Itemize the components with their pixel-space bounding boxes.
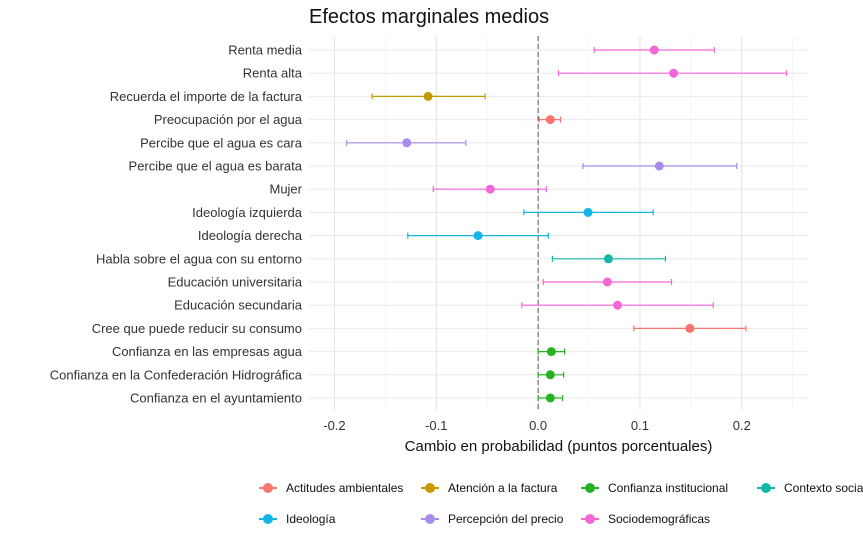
y-axis-label: Ideología derecha xyxy=(198,228,303,243)
x-tick-label: 0.0 xyxy=(529,418,547,433)
y-axis-label: Recuerda el importe de la factura xyxy=(110,89,303,104)
point-estimate xyxy=(613,300,623,310)
y-axis-label: Ideología izquierda xyxy=(192,205,303,220)
x-tick-label: -0.2 xyxy=(323,418,345,433)
legend-item: Sociodemográficas xyxy=(580,509,710,529)
legend-label: Confianza institucional xyxy=(608,481,729,495)
legend-key-icon xyxy=(258,481,278,495)
point-estimate xyxy=(669,68,679,78)
forest-plot: Renta media Renta alta Recuerda el importe… xyxy=(50,36,808,455)
point-estimate xyxy=(423,91,433,101)
y-axis-label: Educación secundaria xyxy=(174,298,303,313)
legend-key-icon xyxy=(580,481,600,495)
point-estimate xyxy=(545,393,555,403)
legend-key-icon xyxy=(420,512,440,526)
y-axis-label: Cree que puede reducir su consumo xyxy=(92,321,302,336)
point-estimate xyxy=(485,184,495,194)
legend-key-icon xyxy=(258,512,278,526)
y-axis-label: Percibe que el agua es barata xyxy=(129,159,303,174)
y-axis-label: Educación universitaria xyxy=(168,275,303,290)
y-axis-label: Confianza en el ayuntamiento xyxy=(130,391,302,406)
legend-item: Confianza institucional xyxy=(580,478,728,498)
legend-label: Sociodemográficas xyxy=(608,512,711,526)
y-axis-label: Preocupación por el agua xyxy=(154,112,303,127)
legend-label: Contexto social xyxy=(784,481,863,495)
legend-label: Atención a la factura xyxy=(448,481,558,495)
y-axis-label: Confianza en la Confederación Hidrográfi… xyxy=(50,367,303,382)
point-estimate xyxy=(545,115,555,125)
y-axis-label: Percibe que el agua es cara xyxy=(140,135,303,150)
legend-key-icon xyxy=(420,481,440,495)
y-axis-label: Confianza en las empresas agua xyxy=(112,344,303,359)
legend-item: Percepción del precio xyxy=(420,509,563,529)
legend-item: Ideología xyxy=(258,509,335,529)
legend-item: Atención a la factura xyxy=(420,478,557,498)
legend-label: Ideología xyxy=(286,512,336,526)
legend-item: Contexto social xyxy=(756,478,863,498)
y-axis-label: Renta alta xyxy=(243,66,303,81)
x-tick-label: 0.1 xyxy=(631,418,649,433)
point-estimate xyxy=(545,370,555,380)
legend-key-icon xyxy=(756,481,776,495)
point-estimate xyxy=(654,161,664,171)
point-estimate xyxy=(603,254,613,264)
point-estimate xyxy=(402,138,412,148)
x-tick-label: 0.2 xyxy=(733,418,751,433)
y-axis-label: Habla sobre el agua con su entorno xyxy=(96,251,302,266)
x-axis-title: Cambio en probabilidad (puntos porcentua… xyxy=(405,438,713,455)
legend-label: Actitudes ambientales xyxy=(286,481,404,495)
point-estimate xyxy=(685,323,695,333)
legend-label: Percepción del precio xyxy=(448,512,564,526)
point-estimate xyxy=(602,277,612,287)
point-estimate xyxy=(473,231,483,241)
point-estimate xyxy=(546,347,556,357)
legend-item: Actitudes ambientales xyxy=(258,478,403,498)
point-estimate xyxy=(649,45,659,55)
point-estimate xyxy=(583,207,593,217)
x-tick-label: -0.1 xyxy=(425,418,447,433)
y-axis-label: Mujer xyxy=(269,182,302,197)
legend: Actitudes ambientales Atención a la factu… xyxy=(258,478,863,538)
y-axis-label: Renta media xyxy=(228,43,302,58)
legend-key-icon xyxy=(580,512,600,526)
chart-title: Efectos marginales medios xyxy=(309,6,550,28)
